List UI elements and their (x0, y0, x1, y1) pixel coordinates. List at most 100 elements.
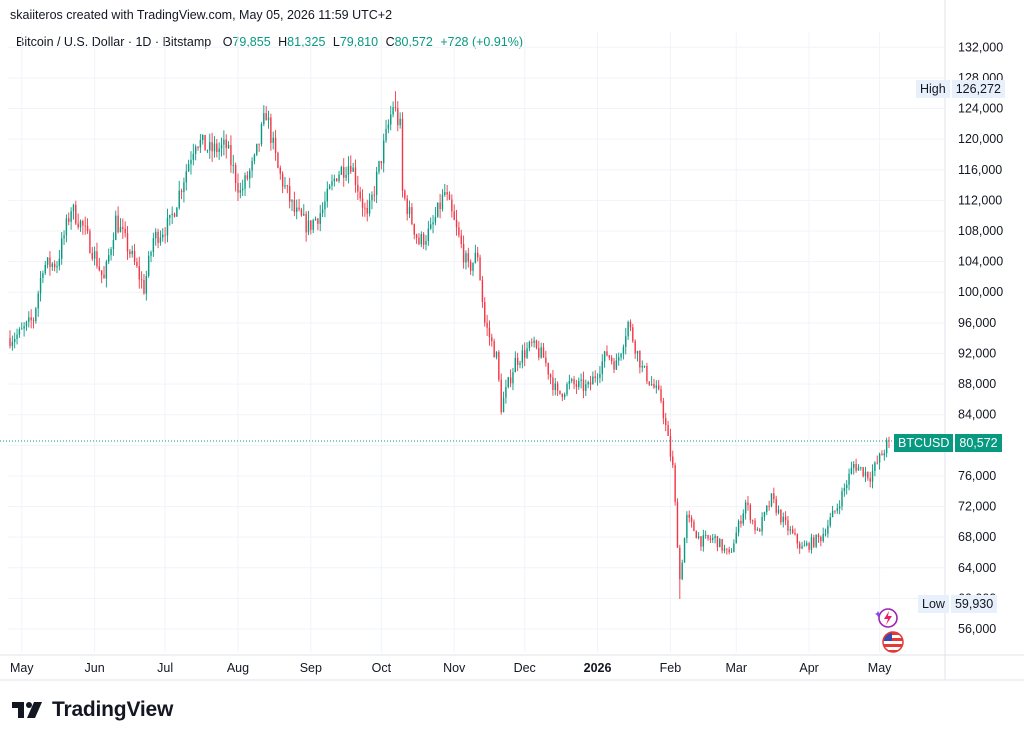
x-tick-label: May (868, 661, 892, 675)
candle-body (493, 341, 495, 358)
candle-body (801, 546, 803, 549)
candle-body (68, 218, 70, 222)
candle-body (606, 351, 608, 356)
y-tick-label: 132,000 (958, 40, 1003, 54)
candle-body (589, 382, 592, 385)
candle-body (394, 107, 397, 109)
candle-body (434, 216, 437, 223)
candle-body (749, 504, 752, 521)
candle-body (716, 536, 719, 548)
candle-body (719, 539, 721, 548)
candle-body (444, 192, 446, 195)
high-price-tag: High 126,272 (916, 80, 1005, 98)
candle-body (390, 114, 392, 125)
candle-body (688, 514, 690, 518)
candle-body (145, 276, 148, 294)
candle-body (133, 250, 136, 262)
candle-body (667, 424, 669, 436)
candle-body (634, 341, 636, 354)
candle-body (44, 264, 46, 274)
candle-body (491, 337, 493, 342)
candle-body (629, 321, 632, 328)
candle-body (462, 243, 465, 263)
candle-body (681, 562, 683, 580)
candle-body (263, 113, 265, 125)
candle-body (448, 194, 451, 200)
candle-body (549, 374, 552, 378)
tradingview-brand[interactable]: TradingView (12, 698, 173, 722)
y-tick-label: 96,000 (958, 316, 996, 330)
us-flag-icon[interactable] (878, 631, 908, 653)
candle-body (592, 376, 594, 385)
candle-body (256, 143, 258, 155)
candle-body (93, 251, 96, 259)
last-price-tag: BTCUSD 80,572 (894, 434, 1002, 452)
candle-body (791, 529, 794, 533)
candle-body (585, 384, 587, 391)
candle-body (610, 357, 613, 362)
candle-body (657, 385, 660, 390)
candle-body (641, 366, 643, 368)
candle-body (164, 234, 166, 236)
candle-body (427, 228, 430, 242)
candle-body (408, 207, 411, 215)
ai-sparkle-icon[interactable] (874, 606, 900, 630)
candle-body (432, 222, 434, 225)
candle-body (700, 536, 702, 547)
candle-body (519, 363, 521, 365)
candle-body (674, 465, 676, 503)
candle-body (234, 165, 237, 184)
candle-body (392, 107, 394, 115)
candle-body (328, 185, 331, 189)
candle-body (693, 521, 695, 531)
candle-body (770, 493, 773, 507)
candle-body (366, 208, 368, 214)
candle-body (265, 113, 267, 121)
candle-body (568, 380, 571, 385)
candle-body (232, 165, 234, 166)
candle-body (712, 538, 714, 540)
candle-body (646, 365, 648, 382)
candle-body (166, 217, 169, 236)
candle-body (117, 215, 119, 233)
candle-body (773, 493, 775, 500)
y-tick-label: 72,000 (958, 500, 996, 514)
candle-body (542, 347, 545, 358)
candle-body (538, 347, 540, 358)
candle-body (176, 207, 178, 217)
candle-body (293, 200, 296, 212)
candle-body (446, 192, 448, 195)
candle-body (467, 253, 470, 262)
candle-body (453, 211, 455, 220)
candle-body (794, 532, 796, 535)
candle-body (147, 255, 150, 277)
candle-body (310, 220, 312, 230)
candle-body (220, 144, 223, 149)
candle-body (382, 140, 385, 164)
candle-body (620, 353, 622, 358)
candle-body (136, 261, 138, 267)
candle-body (25, 321, 28, 327)
candle-body (648, 381, 650, 385)
candle-body (258, 143, 260, 145)
candle-body (726, 548, 728, 550)
low-price-tag: Low 59,930 (918, 595, 998, 613)
candle-body (848, 473, 850, 485)
candle-body (319, 213, 321, 224)
candle-body (180, 190, 183, 193)
candle-body (143, 280, 145, 294)
low-label: Low (918, 595, 949, 613)
candle-body (690, 517, 693, 522)
candle-body (65, 218, 68, 236)
candle-body (777, 509, 780, 513)
y-tick-label: 92,000 (958, 346, 996, 360)
candle-body (279, 167, 281, 174)
candle-body (173, 213, 176, 217)
candle-body (251, 160, 253, 171)
candle-body (737, 520, 740, 533)
candle-body (514, 357, 517, 373)
x-tick-label: May (10, 661, 34, 675)
candle-body (129, 251, 131, 255)
candle-body (761, 516, 763, 532)
